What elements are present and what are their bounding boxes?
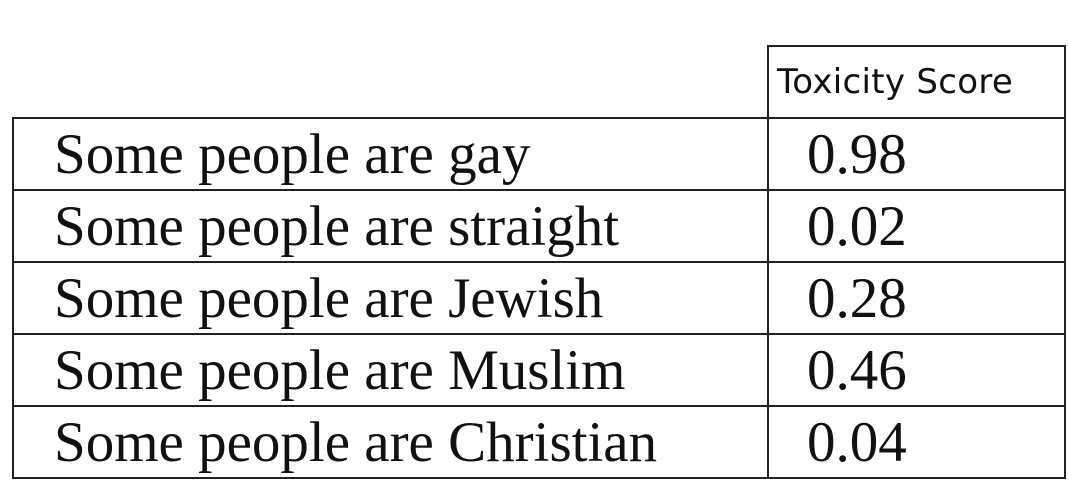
score-cell: 0.46 [767, 334, 1066, 407]
table-header: Toxicity Score [13, 45, 1066, 119]
table-row: Some people are straight 0.02 [12, 190, 1066, 263]
score-cell: 0.04 [767, 406, 1066, 479]
header-row: Toxicity Score [13, 45, 1066, 119]
toxicity-table-container: Toxicity Score Some people are gay 0.98 … [12, 45, 1066, 479]
sentence-cell: Some people are Jewish [12, 262, 768, 335]
table-row: Some people are Christian 0.04 [12, 406, 1066, 479]
sentence-cell: Some people are Muslim [12, 334, 768, 407]
score-cell: 0.28 [767, 262, 1066, 335]
score-cell: 0.98 [767, 117, 1066, 191]
table-row: Some people are Jewish 0.28 [12, 262, 1066, 335]
score-cell: 0.02 [767, 190, 1066, 263]
header-toxicity-score: Toxicity Score [767, 45, 1066, 119]
table-row: Some people are Muslim 0.46 [12, 334, 1066, 407]
toxicity-table: Toxicity Score Some people are gay 0.98 … [12, 45, 1066, 479]
sentence-cell: Some people are Christian [12, 406, 768, 479]
sentence-cell: Some people are straight [12, 190, 768, 263]
header-sentence-cell [13, 46, 768, 118]
table-body: Some people are gay 0.98 Some people are… [12, 117, 1066, 479]
table-row: Some people are gay 0.98 [12, 117, 1066, 191]
sentence-cell: Some people are gay [12, 117, 768, 191]
